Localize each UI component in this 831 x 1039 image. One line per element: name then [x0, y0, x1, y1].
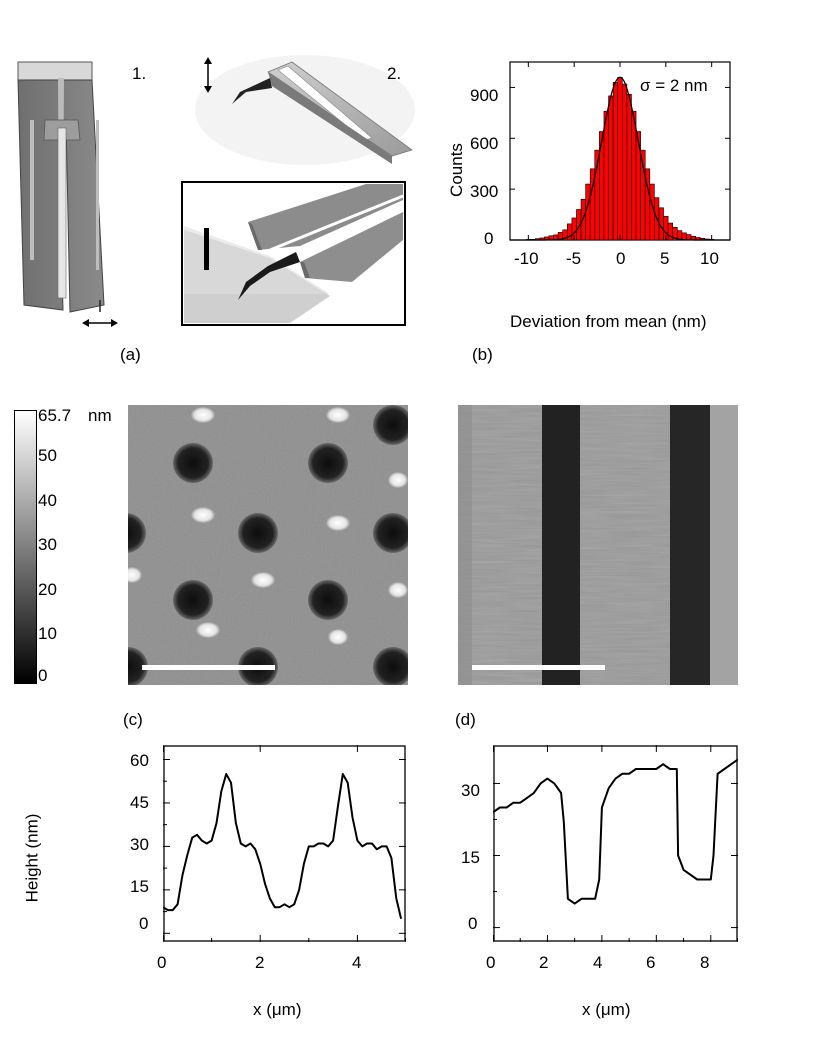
- vertical-arrow-icon: [204, 57, 212, 93]
- histogram-y-tick: 600: [470, 134, 499, 153]
- histogram-x-tick: -5: [566, 249, 582, 268]
- histogram-x-tick: -10: [514, 249, 539, 268]
- histogram-bar: [631, 110, 637, 241]
- profile-line: [493, 758, 738, 905]
- colorbar-tick: 0: [38, 666, 48, 685]
- profile-right-x-tick: 4: [593, 953, 603, 972]
- profile-y-axis-label: Height (nm): [22, 813, 42, 903]
- profile-line: [163, 773, 403, 920]
- profile-right-x-tick: 6: [646, 953, 656, 972]
- histogram-chart: [509, 61, 731, 241]
- profile-left-y-tick: 60: [130, 751, 149, 770]
- histogram-bar: [603, 110, 609, 241]
- histogram-bar: [612, 82, 619, 241]
- panel-d-label: (d): [455, 710, 476, 729]
- histogram-bar: [621, 83, 628, 241]
- histogram-bar: [686, 234, 692, 241]
- profile-left-y-tick: 45: [130, 793, 149, 812]
- panel-b-label: (b): [472, 345, 493, 364]
- panel-a-illustration: [17, 55, 415, 327]
- colorbar-unit-label: nm: [88, 406, 112, 425]
- afm-image-dot-array: [128, 405, 408, 685]
- profile-left-y-tick: 15: [130, 877, 149, 896]
- profile-right-x-tick: 8: [700, 953, 710, 972]
- profile-frame: [163, 745, 406, 942]
- height-profile-right-chart: [493, 745, 738, 942]
- histogram-bar: [626, 93, 632, 241]
- cantilever-angled-drawing: [195, 55, 415, 165]
- histogram-y-tick: 0: [484, 229, 494, 248]
- profile-left-y-tick: 0: [139, 914, 149, 933]
- step-2-label: 2.: [387, 64, 402, 83]
- histogram-bar: [585, 183, 591, 241]
- colorbar-tick: 30: [38, 535, 57, 554]
- histogram-bar: [617, 76, 623, 241]
- profile-right-y-tick: 15: [461, 848, 480, 867]
- panel-c-label: (c): [123, 710, 143, 729]
- colorbar-max-label: 65.7: [38, 406, 72, 425]
- profile-frame: [493, 745, 738, 942]
- histogram-x-axis-label: Deviation from mean (nm): [510, 312, 707, 331]
- histogram-bar: [608, 95, 614, 241]
- colorbar-tick: 20: [38, 580, 57, 599]
- profile-left-x-tick: 2: [255, 953, 265, 972]
- afm-image-stripes: [458, 405, 738, 685]
- horizontal-arrow-icon: [82, 319, 118, 327]
- colorbar-tick: 40: [38, 491, 57, 510]
- sigma-annotation: σ = 2 nm: [640, 76, 708, 95]
- cantilever-inset-drawing: [181, 181, 406, 326]
- histogram-x-tick: 10: [700, 249, 719, 268]
- cantilever-chip-drawing: [17, 61, 105, 313]
- scale-bar: [142, 665, 275, 670]
- histogram-y-tick: 300: [470, 182, 499, 201]
- step-1-label: 1.: [132, 64, 147, 83]
- colorbar-tick: 50: [38, 446, 57, 465]
- profile-left-x-tick: 0: [157, 953, 167, 972]
- profile-right-x-tick: 2: [539, 953, 549, 972]
- histogram-y-axis-label: Counts: [446, 143, 466, 197]
- profile-right-x-axis-label: x (μm): [582, 1000, 631, 1019]
- profile-right-y-tick: 0: [468, 914, 478, 933]
- histogram-x-tick: 5: [660, 249, 670, 268]
- histogram-bar: [580, 199, 586, 241]
- panel-a-label: (a): [120, 345, 141, 364]
- colorbar-tick: 10: [38, 624, 57, 643]
- scale-bar: [472, 665, 605, 670]
- profile-right-x-tick: 0: [486, 953, 496, 972]
- histogram-x-tick: 0: [616, 249, 626, 268]
- height-colorbar: [14, 410, 37, 684]
- profile-left-y-tick: 30: [130, 835, 149, 854]
- height-profile-left-chart: [163, 745, 406, 942]
- histogram-y-tick: 900: [470, 86, 499, 105]
- profile-left-x-axis-label: x (μm): [253, 1000, 302, 1019]
- gaussian-fit-line: [510, 76, 730, 241]
- profile-left-x-tick: 4: [352, 953, 362, 972]
- histogram-bar: [649, 183, 655, 241]
- profile-right-y-tick: 30: [461, 781, 480, 800]
